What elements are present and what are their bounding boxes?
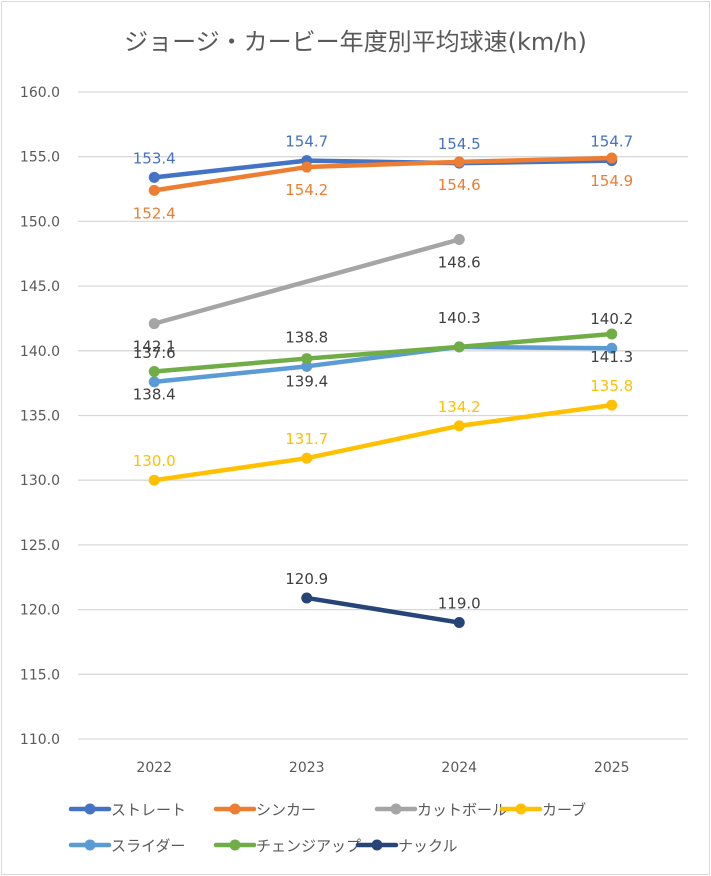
data-label: 148.6 [438, 254, 481, 272]
legend-item[interactable]: スライダー [68, 837, 185, 855]
y-tick-label: 155.0 [20, 150, 60, 166]
data-point [453, 234, 465, 246]
legend-marker-icon [229, 839, 241, 851]
data-point [606, 342, 618, 354]
y-tick-label: 160.0 [20, 85, 60, 101]
data-point [453, 420, 465, 432]
data-label: 154.6 [438, 176, 481, 194]
data-point [453, 617, 465, 629]
y-tick-label: 130.0 [20, 473, 60, 489]
data-point [606, 328, 618, 340]
data-label: 154.2 [285, 181, 328, 199]
data-label: 152.4 [133, 204, 176, 222]
data-label: 154.5 [438, 135, 481, 153]
series-line-6 [304, 595, 462, 625]
legend-label: スライダー [111, 837, 185, 855]
data-label: 142.1 [133, 338, 176, 356]
data-labels: 153.4 154.7 154.5 154.7 152.4 154.2 154.6 154.9… [133, 133, 633, 613]
data-label: 134.2 [438, 398, 481, 416]
legend-item[interactable]: ナックル [355, 837, 458, 855]
data-point [148, 171, 160, 183]
data-point [301, 452, 313, 464]
data-point [148, 376, 160, 388]
data-label: 120.9 [285, 570, 328, 588]
legend-item[interactable]: ストレート [68, 801, 186, 819]
chart-title: ジョージ・カービー年度別平均球速(km/h) [124, 28, 587, 56]
data-label: 139.4 [285, 373, 328, 391]
y-tick-label: 120.0 [20, 603, 60, 619]
series-line-2 [152, 237, 462, 326]
data-point [148, 366, 160, 378]
data-label: 154.7 [285, 133, 328, 151]
x-tick-label: 2025 [594, 760, 630, 776]
data-point [301, 353, 313, 365]
data-label: 130.0 [133, 452, 176, 470]
y-tick-label: 150.0 [20, 214, 60, 230]
data-label: 137.6 [133, 344, 176, 362]
data-label: 131.7 [285, 430, 328, 448]
data-label: 135.8 [590, 377, 633, 395]
y-axis-ticks: 110.0 115.0 120.0 125.0 130.0 135.0 140.0 145.0… [20, 85, 60, 748]
data-point [301, 360, 313, 372]
data-label: 138.4 [133, 386, 176, 404]
legend-marker-icon [371, 839, 383, 851]
data-point [453, 156, 465, 168]
legend-label: シンカー [256, 801, 316, 819]
legend-marker-icon [390, 803, 402, 815]
data-point [148, 184, 160, 196]
y-tick-label: 110.0 [20, 732, 60, 748]
data-label: 140.2 [590, 310, 633, 328]
legend-label: カットボール [417, 801, 507, 819]
legend-item[interactable]: チェンジアップ [213, 837, 361, 855]
y-tick-label: 145.0 [20, 279, 60, 295]
x-tick-label: 2023 [289, 760, 325, 776]
data-point [148, 474, 160, 486]
data-label: 138.8 [285, 328, 328, 346]
y-tick-label: 140.0 [20, 344, 60, 360]
series-line-3 [152, 402, 614, 483]
y-tick-label: 135.0 [20, 409, 60, 425]
x-axis-ticks: 2022 2023 2024 2025 [136, 760, 629, 776]
legend-marker-icon [84, 839, 96, 851]
series-line-5 [152, 331, 614, 374]
series-line-1 [152, 155, 614, 193]
data-point [606, 399, 618, 411]
data-label: 141.3 [590, 348, 633, 366]
legend-marker-icon [515, 803, 527, 815]
legend-label: ストレート [111, 801, 186, 819]
x-tick-label: 2022 [136, 760, 172, 776]
x-tick-label: 2024 [441, 760, 477, 776]
series-lines [148, 152, 618, 629]
legend-label: カーブ [542, 801, 586, 819]
legend-marker-icon [229, 803, 241, 815]
legend-item[interactable]: カーブ [499, 801, 586, 819]
legend-label: チェンジアップ [256, 837, 361, 855]
y-tick-label: 115.0 [20, 667, 60, 683]
data-label: 154.9 [590, 172, 633, 190]
legend-item[interactable]: シンカー [213, 801, 316, 819]
data-point [606, 152, 618, 164]
series-line-4 [152, 344, 614, 385]
data-point [301, 592, 313, 604]
data-point [301, 161, 313, 173]
legend-label: ナックル [398, 837, 458, 855]
data-label: 153.4 [133, 149, 176, 167]
data-point [148, 318, 160, 330]
data-label: 154.7 [590, 133, 633, 151]
data-label: 140.3 [438, 309, 481, 327]
data-label: 119.0 [438, 595, 481, 613]
legend-item[interactable]: カットボール [374, 801, 507, 819]
data-point [453, 341, 465, 353]
legend-marker-icon [84, 803, 96, 815]
y-tick-label: 125.0 [20, 538, 60, 554]
